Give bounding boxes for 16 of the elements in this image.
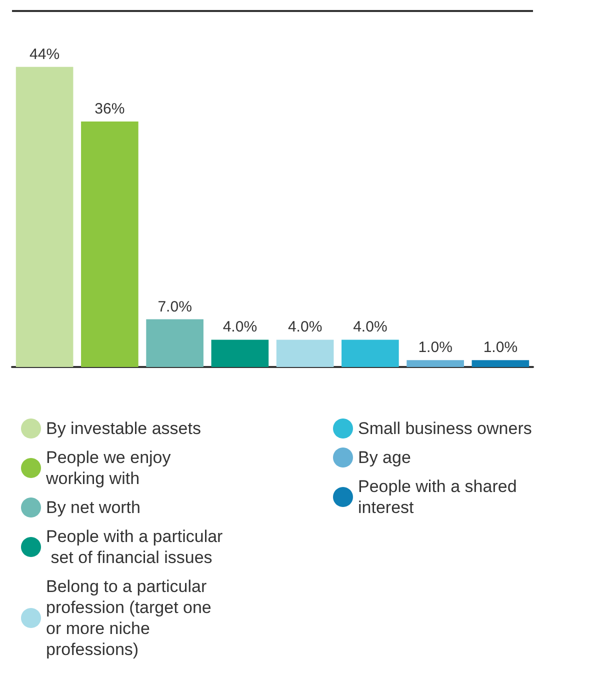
legend-label: People we enjoy working with bbox=[45, 448, 176, 488]
data-label: 1.0% bbox=[483, 339, 518, 356]
legend-label: Belong to a particular profession (target one or more niche professions) bbox=[46, 577, 216, 659]
data-label: 36% bbox=[94, 100, 125, 118]
legend-label: By age bbox=[358, 448, 411, 467]
legend-label: People with a particular set of financial issues bbox=[46, 527, 224, 567]
legend-label: By net worth bbox=[46, 498, 140, 517]
data-label: 4.0% bbox=[288, 318, 322, 336]
legend-label: People with a shared interest bbox=[358, 477, 522, 517]
data-label: 4.0% bbox=[353, 318, 388, 336]
legend-label: By investable assets bbox=[46, 419, 201, 438]
data-label: 1.0% bbox=[418, 339, 452, 356]
data-label: 4.0% bbox=[222, 318, 258, 336]
data-label: 7.0% bbox=[158, 298, 192, 316]
legend-label: Small business owners bbox=[358, 419, 532, 438]
data-label: 44% bbox=[30, 46, 60, 63]
